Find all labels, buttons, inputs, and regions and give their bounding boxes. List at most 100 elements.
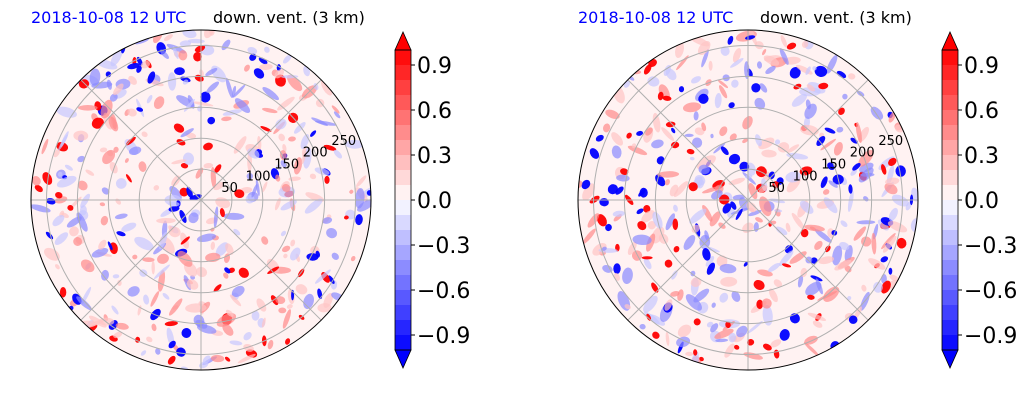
field-cell: [140, 350, 147, 356]
field-cell: [665, 121, 676, 128]
field-cell: [333, 111, 341, 119]
field-cell: [603, 123, 611, 133]
field-cell: [355, 188, 365, 209]
colorbar-bin: [395, 185, 411, 201]
field-cell: [719, 292, 729, 303]
field-cell: [807, 312, 827, 322]
field-cell: [34, 184, 43, 193]
field-cell: [121, 222, 137, 232]
field-cell: [804, 103, 817, 119]
field-cell: [251, 310, 260, 321]
field-cell: [842, 93, 848, 100]
field-cell: [758, 185, 768, 194]
field-cell: [177, 250, 193, 267]
field-cell: [589, 148, 600, 159]
field-cell: [290, 247, 301, 261]
field-cell: [777, 142, 790, 153]
field-cell: [888, 207, 898, 222]
field-cell: [789, 67, 801, 79]
colorbar-tick-label: 0.9: [417, 54, 452, 79]
field-cell: [652, 112, 661, 133]
field-cell: [647, 221, 656, 230]
field-cell: [261, 317, 266, 328]
field-cell: [664, 299, 673, 311]
field-cell: [153, 96, 165, 109]
field-cell: [157, 253, 169, 264]
field-cell: [267, 339, 274, 350]
field-cell: [192, 101, 214, 107]
field-cell: [689, 156, 695, 161]
field-cell: [756, 61, 763, 69]
field-cell: [91, 247, 109, 258]
field-cell: [281, 245, 291, 253]
field-cell: [665, 68, 677, 81]
field-cell: [581, 179, 591, 190]
field-cell: [861, 284, 867, 292]
field-cell: [317, 288, 323, 300]
colorbar: 0.9 0.6 0.3 0.0 −0.3 −0.6 −0.9: [394, 31, 470, 369]
panel-variable-title: down. vent. (3 km): [760, 8, 912, 27]
field-cell: [847, 296, 852, 301]
grid-spoke: [200, 199, 322, 321]
field-cell: [349, 189, 354, 194]
field-cell: [344, 215, 349, 220]
field-cell: [699, 356, 704, 362]
field-cell: [257, 136, 262, 150]
field-cell: [698, 93, 709, 104]
field-cell: [662, 95, 672, 101]
field-cell: [853, 226, 867, 241]
colorbar-bin: [942, 275, 958, 291]
field-cell: [134, 236, 154, 251]
field-cell: [270, 295, 279, 306]
colorbar-bin: [942, 320, 958, 336]
field-cell: [632, 234, 652, 246]
field-cell: [125, 136, 136, 146]
field-cell: [762, 304, 773, 326]
field-cell: [786, 42, 797, 50]
field-cell: [113, 331, 123, 339]
field-cell: [643, 257, 652, 270]
colorbar-bin: [395, 305, 411, 321]
field-cell: [613, 263, 621, 274]
field-cell: [718, 85, 728, 99]
field-cell: [127, 286, 140, 297]
field-cell: [676, 336, 691, 348]
field-cell: [279, 150, 287, 161]
field-cell: [275, 118, 287, 130]
field-cell: [823, 189, 830, 195]
field-cell: [162, 292, 170, 300]
field-cell: [799, 200, 814, 214]
colorbar-extend-top: [394, 31, 412, 51]
field-cell: [77, 155, 86, 163]
field-cell: [848, 315, 858, 324]
field-cell: [816, 136, 826, 146]
field-cell: [759, 196, 772, 217]
panel-date-title: 2018-10-08 12 UTC: [578, 8, 734, 27]
field-cell: [719, 126, 728, 137]
colorbar-bin: [942, 335, 958, 351]
field-cell: [657, 171, 680, 178]
field-cell: [280, 200, 297, 211]
field-cell: [283, 253, 288, 259]
field-cell: [99, 147, 108, 153]
field-cell: [196, 233, 217, 243]
field-cell: [665, 213, 675, 231]
field-cell: [313, 83, 319, 91]
field-cell: [355, 214, 363, 226]
field-cell: [200, 91, 211, 103]
colorbar-bin: [942, 185, 958, 201]
colorbar-bin: [942, 170, 958, 186]
field-cell: [64, 164, 73, 171]
field-cell: [582, 183, 596, 201]
field-cell: [805, 66, 811, 75]
field-cell: [756, 299, 764, 309]
colorbar-bin: [395, 215, 411, 231]
field-cell: [109, 242, 118, 255]
colorbar-bin: [395, 170, 411, 186]
field-cell: [761, 149, 777, 158]
field-cell: [253, 68, 265, 79]
colorbar-tick-label: −0.6: [964, 279, 1017, 304]
field-cell: [180, 163, 189, 169]
colorbar-bin: [395, 320, 411, 336]
field-cell: [824, 245, 831, 253]
